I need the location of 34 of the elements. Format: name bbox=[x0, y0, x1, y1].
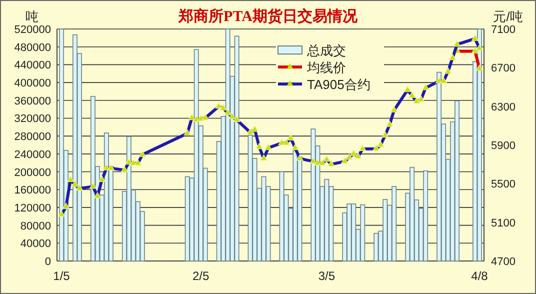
y-tick-label: 120000 bbox=[14, 202, 51, 214]
y2-tick-label: 5500 bbox=[491, 178, 516, 191]
y-tick-label: 320000 bbox=[14, 113, 51, 126]
x-tick-label: 1/5 bbox=[53, 269, 70, 283]
y-tick-label: 280000 bbox=[14, 131, 51, 144]
y-tick-label: 40000 bbox=[20, 238, 51, 250]
y-tick-label: 440000 bbox=[14, 60, 51, 72]
y-tick-label: 80000 bbox=[20, 220, 51, 232]
y-tick-label: 0 bbox=[44, 256, 51, 268]
y2-tick-label: 4700 bbox=[491, 256, 516, 268]
y2-tick-label: 5100 bbox=[491, 217, 516, 230]
y-axis-title: 吨 bbox=[26, 9, 38, 24]
bar bbox=[436, 72, 442, 262]
legend-label: 总成交 bbox=[306, 43, 346, 58]
y-tick-label: 360000 bbox=[14, 95, 51, 108]
y-tick-label: 520000 bbox=[14, 24, 51, 36]
y2-tick-label: 6700 bbox=[491, 62, 516, 75]
bar bbox=[184, 176, 190, 262]
y2-tick-label: 5900 bbox=[491, 140, 516, 152]
x-tick-label: 4/8 bbox=[471, 269, 488, 283]
bar bbox=[374, 232, 379, 262]
x-tick-label: 2/5 bbox=[192, 269, 210, 283]
x-tick-label: 3/5 bbox=[318, 269, 336, 283]
y-tick-label: 160000 bbox=[14, 184, 51, 197]
y-tick-label: 400000 bbox=[14, 78, 51, 90]
chart-title: 郑商所PTA期货日交易情况 bbox=[178, 7, 358, 25]
y-tick-label: 480000 bbox=[14, 42, 51, 54]
y-tick-label: 240000 bbox=[14, 148, 51, 161]
legend-label: 均线价 bbox=[306, 60, 346, 75]
y2-tick-label: 7100 bbox=[491, 24, 516, 36]
y-tick-label: 200000 bbox=[14, 166, 51, 179]
y2-tick-label: 6300 bbox=[491, 101, 516, 114]
legend-label: TA905合约 bbox=[307, 77, 370, 92]
y2-axis-title: 元/吨 bbox=[493, 9, 523, 24]
